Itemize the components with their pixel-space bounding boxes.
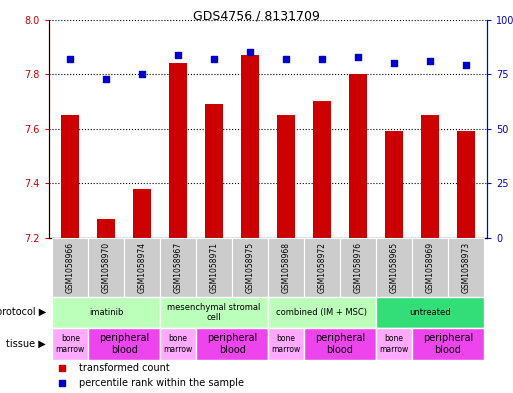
Bar [340, 238, 376, 297]
Bar [376, 297, 484, 328]
Text: GSM1058968: GSM1058968 [282, 242, 290, 293]
Text: transformed count: transformed count [80, 364, 170, 373]
Bar [88, 238, 124, 297]
Point [58, 365, 66, 371]
Point [58, 380, 66, 386]
Bar [97, 219, 115, 238]
Point [354, 53, 362, 60]
Bar [268, 238, 304, 297]
Text: GSM1058973: GSM1058973 [461, 242, 470, 293]
Point [318, 56, 326, 62]
Bar [277, 115, 295, 238]
Text: peripheral
blood: peripheral blood [315, 333, 365, 354]
Bar [412, 328, 484, 360]
Text: GSM1058975: GSM1058975 [246, 242, 254, 293]
Bar [304, 328, 376, 360]
Point [174, 51, 182, 58]
Point [246, 49, 254, 55]
Text: tissue ▶: tissue ▶ [7, 339, 46, 349]
Bar [169, 63, 187, 238]
Bar [205, 104, 223, 238]
Bar [412, 238, 448, 297]
Bar [160, 238, 196, 297]
Point [66, 56, 74, 62]
Bar [62, 115, 80, 238]
Text: bone
marrow: bone marrow [271, 334, 301, 354]
Text: GSM1058976: GSM1058976 [353, 242, 362, 293]
Point [138, 71, 146, 77]
Text: peripheral
blood: peripheral blood [423, 333, 473, 354]
Text: peripheral
blood: peripheral blood [99, 333, 149, 354]
Text: GSM1058969: GSM1058969 [425, 242, 435, 293]
Bar [376, 238, 412, 297]
Bar [313, 101, 331, 238]
Bar [124, 238, 160, 297]
Text: bone
marrow: bone marrow [56, 334, 85, 354]
Point [390, 60, 398, 66]
Bar [196, 328, 268, 360]
Bar [52, 238, 88, 297]
Text: bone
marrow: bone marrow [164, 334, 193, 354]
Text: GDS4756 / 8131709: GDS4756 / 8131709 [193, 10, 320, 23]
Bar [88, 328, 160, 360]
Bar [196, 238, 232, 297]
Bar [385, 131, 403, 238]
Bar [268, 328, 304, 360]
Bar [448, 238, 484, 297]
Bar [304, 238, 340, 297]
Text: GSM1058972: GSM1058972 [318, 242, 326, 293]
Point [426, 58, 434, 64]
Text: GSM1058971: GSM1058971 [210, 242, 219, 293]
Point [210, 56, 218, 62]
Text: mesenchymal stromal
cell: mesenchymal stromal cell [167, 303, 261, 322]
Bar [232, 238, 268, 297]
Bar [241, 55, 259, 238]
Text: peripheral
blood: peripheral blood [207, 333, 257, 354]
Bar [160, 297, 268, 328]
Text: GSM1058967: GSM1058967 [174, 242, 183, 293]
Text: protocol ▶: protocol ▶ [0, 307, 46, 318]
Text: combined (IM + MSC): combined (IM + MSC) [277, 308, 367, 317]
Text: untreated: untreated [409, 308, 450, 317]
Bar [349, 74, 367, 238]
Text: GSM1058974: GSM1058974 [137, 242, 147, 293]
Text: GSM1058966: GSM1058966 [66, 242, 75, 293]
Bar [160, 328, 196, 360]
Bar [52, 297, 160, 328]
Point [462, 62, 470, 69]
Point [102, 75, 110, 82]
Text: percentile rank within the sample: percentile rank within the sample [80, 378, 244, 388]
Text: GSM1058965: GSM1058965 [389, 242, 399, 293]
Bar [52, 328, 88, 360]
Point [282, 56, 290, 62]
Text: imatinib: imatinib [89, 308, 124, 317]
Bar [457, 131, 475, 238]
Bar [421, 115, 439, 238]
Bar [268, 297, 376, 328]
Text: bone
marrow: bone marrow [379, 334, 408, 354]
Bar [133, 189, 151, 238]
Text: GSM1058970: GSM1058970 [102, 242, 111, 293]
Bar [376, 328, 412, 360]
